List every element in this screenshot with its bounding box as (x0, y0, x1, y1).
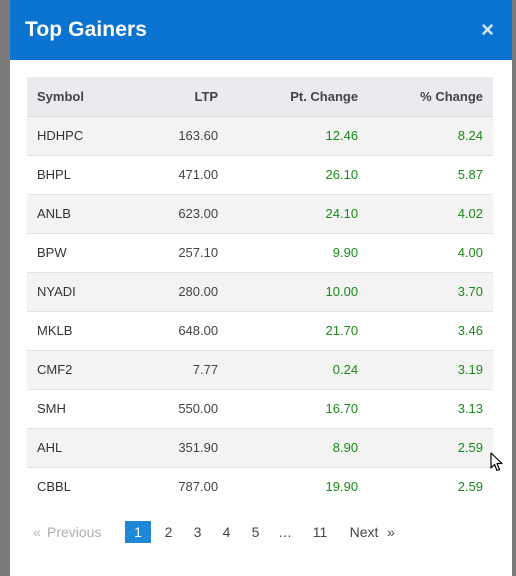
cell-symbol[interactable]: NYADI (27, 271, 140, 311)
cell-ltp: 787.00 (139, 466, 219, 506)
page-button-3[interactable]: 3 (193, 524, 202, 540)
cell-pt-change: 19.90 (218, 466, 359, 506)
table-header-row: Symbol LTP Pt. Change % Change (27, 77, 493, 117)
page-button-11[interactable]: 11 (312, 524, 328, 540)
cell-ltp: 550.00 (139, 388, 219, 428)
modal-header: Top Gainers × (10, 0, 512, 60)
cell-pct-change: 2.59 (358, 466, 493, 506)
cell-ltp: 351.90 (139, 427, 219, 467)
cell-ltp: 623.00 (139, 193, 219, 233)
column-header-symbol[interactable]: Symbol (27, 77, 140, 117)
table-row[interactable]: BHPL 471.00 26.10 5.87 (27, 154, 493, 194)
cell-pt-change: 9.90 (218, 232, 359, 272)
cell-symbol[interactable]: ANLB (27, 193, 140, 233)
cell-pt-change: 26.10 (218, 154, 359, 194)
pagination: « Previous 1 2 3 4 5 … 11 Next » (27, 521, 398, 543)
cell-pt-change: 21.70 (218, 310, 359, 350)
cell-ltp: 257.10 (139, 232, 219, 272)
table-row[interactable]: CMF2 7.77 0.24 3.19 (27, 349, 493, 389)
cell-ltp: 280.00 (139, 271, 219, 311)
page-button-2[interactable]: 2 (164, 524, 173, 540)
cell-pt-change: 0.24 (218, 349, 359, 389)
table-row[interactable]: AHL 351.90 8.90 2.59 (27, 427, 493, 467)
table-row[interactable]: BPW 257.10 9.90 4.00 (27, 232, 493, 272)
page-button-1[interactable]: 1 (125, 521, 151, 543)
table-row[interactable]: HDHPC 163.60 12.46 8.24 (27, 115, 493, 155)
cell-pct-change: 5.87 (358, 154, 493, 194)
cell-pt-change: 8.90 (218, 427, 359, 467)
cell-symbol[interactable]: SMH (27, 388, 140, 428)
cell-pt-change: 12.46 (218, 115, 359, 155)
cell-pt-change: 10.00 (218, 271, 359, 311)
mouse-cursor-icon (490, 452, 503, 472)
gainers-table: Symbol LTP Pt. Change % Change HDHPC 163.… (27, 77, 493, 506)
top-gainers-modal: Top Gainers × Symbol LTP Pt. Change % Ch… (10, 0, 512, 576)
close-icon[interactable]: × (481, 17, 494, 42)
column-header-pt-change[interactable]: Pt. Change (218, 77, 359, 117)
cell-symbol[interactable]: AHL (27, 427, 140, 467)
cell-ltp: 648.00 (139, 310, 219, 350)
cell-symbol[interactable]: CBBL (27, 466, 140, 506)
cell-symbol[interactable]: CMF2 (27, 349, 140, 389)
table-row[interactable]: SMH 550.00 16.70 3.13 (27, 388, 493, 428)
table-row[interactable]: MKLB 648.00 21.70 3.46 (27, 310, 493, 350)
cell-ltp: 163.60 (139, 115, 219, 155)
modal-body: Symbol LTP Pt. Change % Change HDHPC 163.… (10, 60, 512, 506)
cell-pct-change: 3.19 (358, 349, 493, 389)
column-header-ltp[interactable]: LTP (139, 77, 219, 117)
cell-pct-change: 4.00 (358, 232, 493, 272)
cell-pct-change: 3.46 (358, 310, 493, 350)
cell-pct-change: 2.59 (358, 427, 493, 467)
cell-symbol[interactable]: MKLB (27, 310, 140, 350)
page-button-4[interactable]: 4 (222, 524, 231, 540)
modal-title: Top Gainers (25, 18, 148, 41)
next-page-button[interactable]: Next (349, 524, 379, 540)
page-button-5[interactable]: 5 (251, 524, 260, 540)
table-row[interactable]: NYADI 280.00 10.00 3.70 (27, 271, 493, 311)
cell-pct-change: 3.70 (358, 271, 493, 311)
cell-ltp: 471.00 (139, 154, 219, 194)
previous-page-button: Previous (47, 524, 102, 540)
cell-pct-change: 3.13 (358, 388, 493, 428)
table-row[interactable]: CBBL 787.00 19.90 2.59 (27, 466, 493, 506)
cell-pct-change: 4.02 (358, 193, 493, 233)
table-row[interactable]: ANLB 623.00 24.10 4.02 (27, 193, 493, 233)
cell-ltp: 7.77 (139, 349, 219, 389)
cell-pct-change: 8.24 (358, 115, 493, 155)
cell-symbol[interactable]: HDHPC (27, 115, 140, 155)
column-header-pct-change[interactable]: % Change (358, 77, 493, 117)
pagination-ellipsis: … (278, 524, 292, 540)
next-arrow-icon[interactable]: » (387, 524, 395, 540)
previous-arrow-icon: « (33, 524, 41, 540)
cell-symbol[interactable]: BPW (27, 232, 140, 272)
cell-pt-change: 24.10 (218, 193, 359, 233)
cell-pt-change: 16.70 (218, 388, 359, 428)
cell-symbol[interactable]: BHPL (27, 154, 140, 194)
